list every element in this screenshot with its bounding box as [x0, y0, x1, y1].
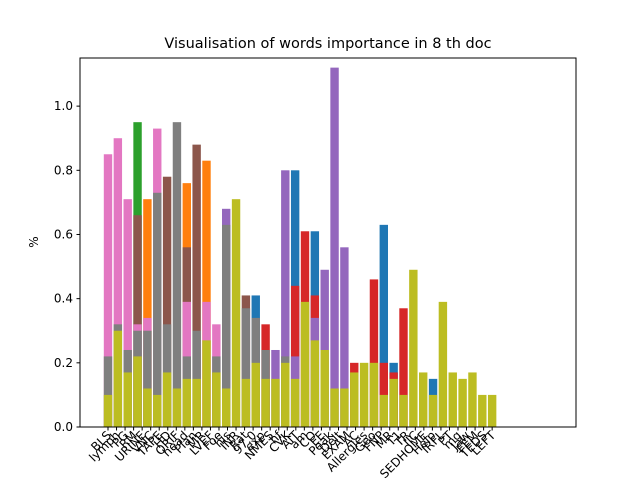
bar-segment	[290, 378, 300, 427]
bar-segment	[113, 330, 123, 427]
bar-segment	[281, 170, 290, 428]
chart-title: Visualisation of words importance in 8 t…	[164, 36, 491, 52]
bar-segment	[330, 388, 339, 427]
bar-segment	[153, 394, 162, 427]
bar-segment	[379, 224, 388, 427]
bar-segment	[123, 199, 132, 427]
bar-segment	[241, 378, 251, 427]
bars-group	[103, 67, 497, 428]
bar-segment	[340, 247, 349, 427]
bar-segment	[369, 362, 379, 427]
bar-segment	[438, 301, 448, 427]
bar-segment	[320, 349, 329, 427]
bar-segment	[300, 301, 310, 427]
bar-segment	[389, 378, 398, 427]
y-tick-label: 1.0	[54, 99, 73, 113]
bar-segment	[172, 122, 182, 428]
bar-segment	[153, 192, 162, 427]
bar-segment	[143, 388, 152, 427]
bar-segment	[458, 378, 467, 427]
y-tick-label: 0.8	[54, 163, 73, 177]
bar-segment	[162, 372, 172, 427]
bar-segment	[478, 394, 487, 427]
bar-segment	[231, 199, 241, 427]
bar-segment	[399, 394, 408, 427]
bar-segment	[192, 378, 201, 427]
bar-segment	[202, 160, 211, 427]
bar-segment	[103, 394, 113, 427]
bar-segment	[330, 67, 339, 427]
bar-segment	[182, 378, 191, 427]
bar-segment	[133, 356, 142, 427]
bar-segment	[310, 340, 320, 427]
bar-segment	[428, 394, 438, 427]
bar-segment	[103, 356, 113, 427]
y-tick-label: 0.2	[54, 356, 73, 370]
bar-segment	[123, 372, 132, 427]
bar-segment	[271, 378, 280, 427]
bar-segment	[261, 378, 270, 427]
bar-segment	[281, 362, 290, 427]
bar-segment	[222, 388, 231, 427]
bar-segment	[133, 215, 142, 427]
bar-segment	[251, 362, 260, 427]
bar-segment	[487, 394, 497, 427]
bar-segment	[448, 372, 457, 427]
bar-segment	[369, 279, 379, 427]
bar-segment	[202, 340, 211, 427]
bar-segment	[468, 372, 477, 427]
bar-segment	[222, 224, 231, 427]
y-tick-label: 0.0	[54, 420, 73, 434]
bar-segment	[103, 154, 113, 427]
y-tick-label: 0.6	[54, 227, 73, 241]
bar-segment	[241, 308, 251, 427]
y-ticks-group: 0.0 0.2 0.4 0.6 0.8 1.0	[54, 99, 80, 434]
y-tick-label: 0.4	[54, 292, 73, 306]
bar-segment	[212, 372, 221, 427]
bar-segment	[192, 144, 201, 427]
bar-segment	[162, 176, 172, 427]
bar-segment	[350, 372, 359, 427]
bar-segment	[399, 308, 408, 427]
bar-segment	[409, 269, 418, 427]
bar-segment	[143, 330, 152, 427]
plot-frame	[79, 57, 577, 428]
bar-segment	[143, 199, 152, 427]
bar-segment	[379, 394, 388, 427]
bar-segment	[359, 362, 369, 427]
y-axis-label: %	[27, 236, 41, 247]
bar-segment	[172, 388, 182, 427]
bar-segment	[340, 388, 349, 427]
bar-segment	[419, 372, 428, 427]
bar-segment	[113, 138, 123, 427]
bar-segment	[320, 269, 329, 427]
